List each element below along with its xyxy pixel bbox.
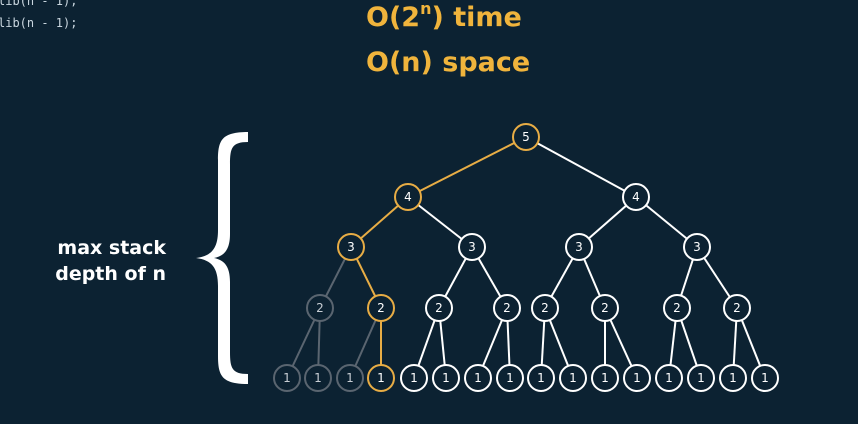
node-label: 1: [537, 371, 545, 385]
node: [400, 364, 428, 392]
node: [458, 233, 486, 261]
time-base: O(2: [366, 2, 420, 33]
node-label: 1: [697, 371, 705, 385]
node: [425, 294, 453, 322]
node-label: 1: [377, 371, 385, 385]
node-label: 5: [522, 130, 530, 144]
node-label: 2: [601, 301, 609, 315]
node-label: 1: [729, 371, 737, 385]
node: [565, 233, 593, 261]
node-label: 1: [601, 371, 609, 385]
node: [591, 294, 619, 322]
node-label: 2: [733, 301, 741, 315]
node-label: 1: [569, 371, 577, 385]
node-label: 1: [314, 371, 322, 385]
node-label: 4: [632, 190, 640, 204]
node-label: 1: [761, 371, 769, 385]
node: [683, 233, 711, 261]
recursion-tree: 5 4 4 3 3 3 3 2 2 2 2 2 2 2 2 1 1 1 1 1 1 1 1 1 1 1 1 1 1 1 1: [273, 123, 779, 392]
node-label: 2: [316, 301, 324, 315]
node: [559, 364, 587, 392]
node-label: 2: [503, 301, 511, 315]
time-complexity: O(2n) time: [366, 0, 522, 33]
node-label: 1: [506, 371, 514, 385]
node: [663, 294, 691, 322]
node: [622, 183, 650, 211]
node-label: 1: [442, 371, 450, 385]
node-label: 1: [346, 371, 354, 385]
node: [531, 294, 559, 322]
node-label: 2: [435, 301, 443, 315]
node: [394, 183, 422, 211]
node-label: 1: [665, 371, 673, 385]
nodes: 5 4 4 3 3 3 3 2 2 2 2 2 2 2 2 1 1 1 1 1 1 1 1 1 1 1 1 1 1 1 1: [273, 123, 779, 392]
edge: [407, 136, 527, 198]
node-label: 3: [575, 240, 583, 254]
node-label: 3: [468, 240, 476, 254]
node: [367, 294, 395, 322]
edge: [525, 136, 637, 198]
node: [527, 364, 555, 392]
node: [687, 364, 715, 392]
node: [464, 364, 492, 392]
time-exponent: n: [420, 0, 431, 18]
node: [591, 364, 619, 392]
node: [432, 364, 460, 392]
code-line: lib(n - 1);: [0, 16, 77, 30]
node-label: 3: [693, 240, 701, 254]
side-label: depth of n: [55, 263, 166, 285]
node: [623, 364, 651, 392]
node-label: 1: [633, 371, 641, 385]
side-label: max stack: [57, 237, 166, 259]
time-suffix: ) time: [431, 2, 521, 33]
node: [273, 364, 301, 392]
node-label: 3: [347, 240, 355, 254]
node-label: 2: [541, 301, 549, 315]
node-label: 1: [283, 371, 291, 385]
node: [512, 123, 540, 151]
node: [336, 364, 364, 392]
node: [493, 294, 521, 322]
node-label: 4: [404, 190, 412, 204]
node: [723, 294, 751, 322]
node: [496, 364, 524, 392]
node-label: 2: [673, 301, 681, 315]
node-label: 1: [410, 371, 418, 385]
node: [719, 364, 747, 392]
node: [367, 364, 395, 392]
node-label: 2: [377, 301, 385, 315]
node: [751, 364, 779, 392]
curly-brace: [196, 132, 248, 384]
node: [306, 294, 334, 322]
node: [304, 364, 332, 392]
node: [655, 364, 683, 392]
node-label: 1: [474, 371, 482, 385]
code-line: lib(n - 1);: [0, 0, 77, 8]
node: [337, 233, 365, 261]
space-complexity: O(n) space: [366, 47, 530, 78]
